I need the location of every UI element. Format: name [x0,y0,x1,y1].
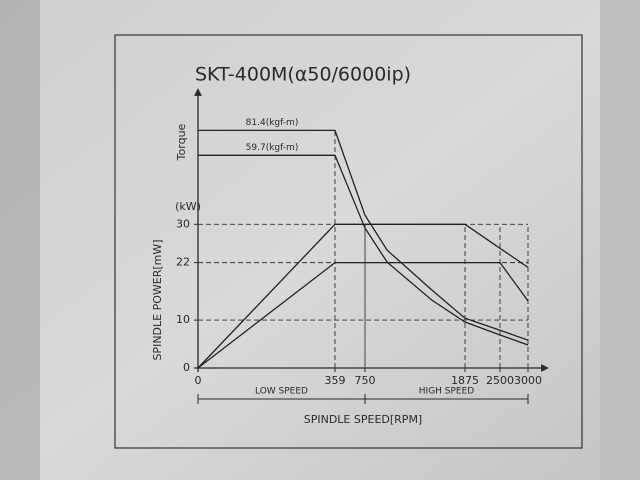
series-label: 81.4(kgf-m) [246,118,299,128]
series-line [197,261,529,369]
x-tick-label: 2500 [486,374,514,387]
x-axis-title: SPINDLE SPEED[RPM] [304,413,422,426]
series-line [198,154,529,346]
x-tick-label: 0 [195,374,202,387]
y-tick-label: 0 [183,361,190,374]
y-tick-label: 22 [176,256,190,269]
page-edge [600,0,640,480]
series-label: 59.7(kgf-m) [246,143,299,153]
y-axis-title: SPINDLE POWER[mW] [151,239,164,360]
x-tick-label: 3000 [514,374,542,387]
range-label: HIGH SPEED [419,387,475,397]
y-tick-label: 30 [176,217,190,230]
series-line [198,129,529,341]
series-line [197,223,529,369]
y-unit: (kW) [175,200,201,213]
y2-axis-title: Torque [175,123,188,161]
range-label: LOW SPEED [255,387,308,397]
x-tick-label: 359 [325,374,346,387]
shadow [0,0,40,480]
chart-title: SKT-400M(α50/6000ip) [195,64,411,86]
y-tick-label: 10 [176,313,190,326]
x-tick-label: 1875 [451,374,479,387]
x-tick-label: 750 [355,374,376,387]
frame [114,34,583,449]
